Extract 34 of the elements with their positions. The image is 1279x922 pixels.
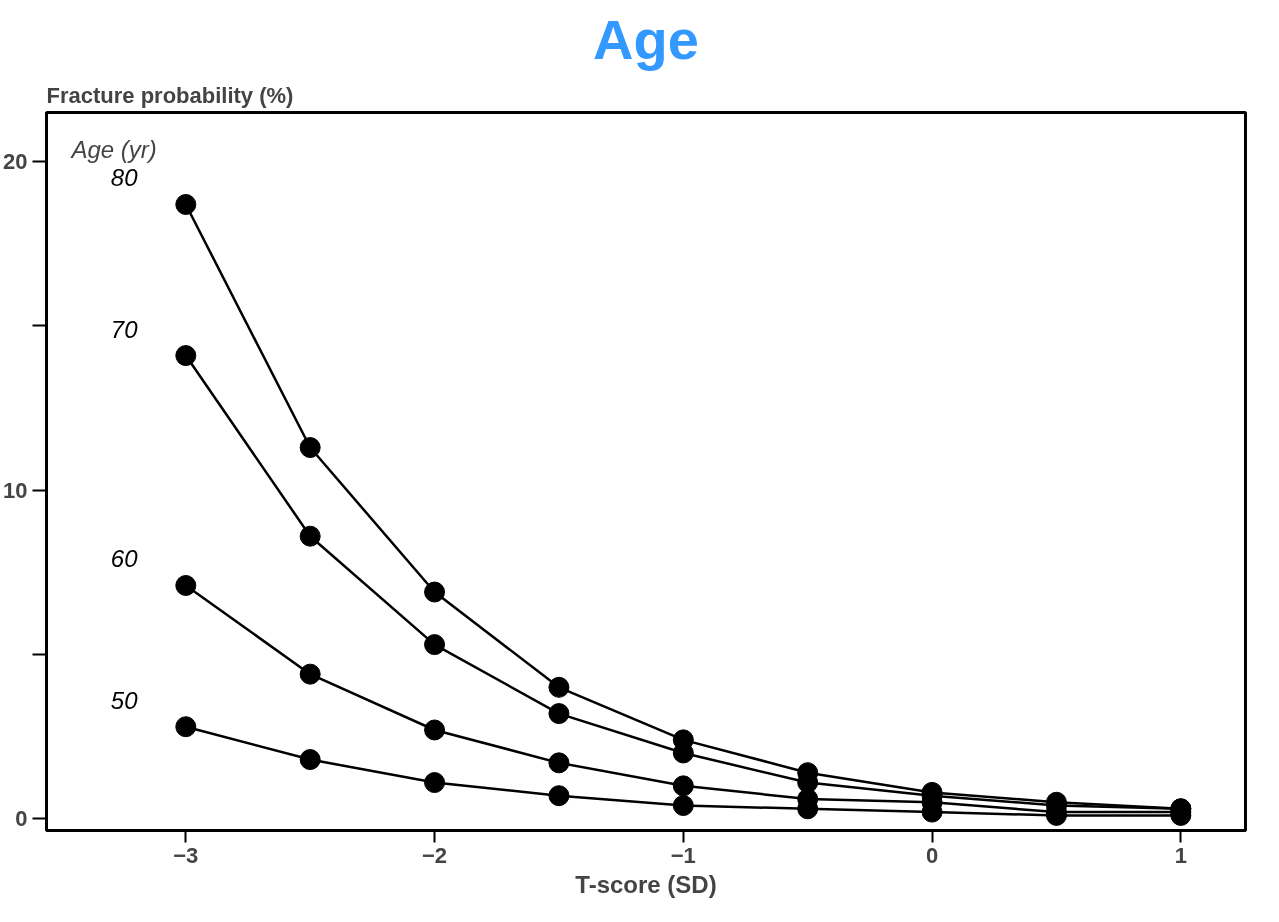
chart-title: Age <box>593 7 699 71</box>
series-label: 70 <box>110 315 139 343</box>
point <box>175 193 197 215</box>
x-tick-label: −1 <box>670 842 696 868</box>
point <box>424 772 446 794</box>
x-tick-label: −3 <box>173 842 199 868</box>
y-tick-label: 10 <box>3 477 28 503</box>
x-tick-label: −2 <box>422 842 448 868</box>
point <box>548 703 570 725</box>
point <box>548 752 570 774</box>
x-tick-label: 1 <box>1174 842 1187 868</box>
point <box>672 775 694 797</box>
y-axis-title: Fracture probability (%) <box>46 82 294 108</box>
x-axis-title: T-score (SD) <box>575 870 717 898</box>
x-tick-label: 0 <box>925 842 939 868</box>
point <box>175 345 197 367</box>
series-label: 50 <box>110 686 139 714</box>
annotation: Age (yr) <box>69 135 157 163</box>
point <box>672 795 694 817</box>
point <box>299 749 321 771</box>
series-label: 80 <box>110 164 139 192</box>
point <box>175 716 197 738</box>
point <box>299 437 321 458</box>
point <box>299 663 321 685</box>
series-label: 60 <box>110 545 139 573</box>
y-tick-label: 20 <box>3 149 28 175</box>
y-tick-label: 0 <box>15 806 28 832</box>
point <box>175 574 197 596</box>
point <box>424 581 446 603</box>
point <box>299 525 321 547</box>
point <box>548 676 570 698</box>
point <box>424 634 446 656</box>
point <box>548 785 570 807</box>
point <box>424 719 446 741</box>
